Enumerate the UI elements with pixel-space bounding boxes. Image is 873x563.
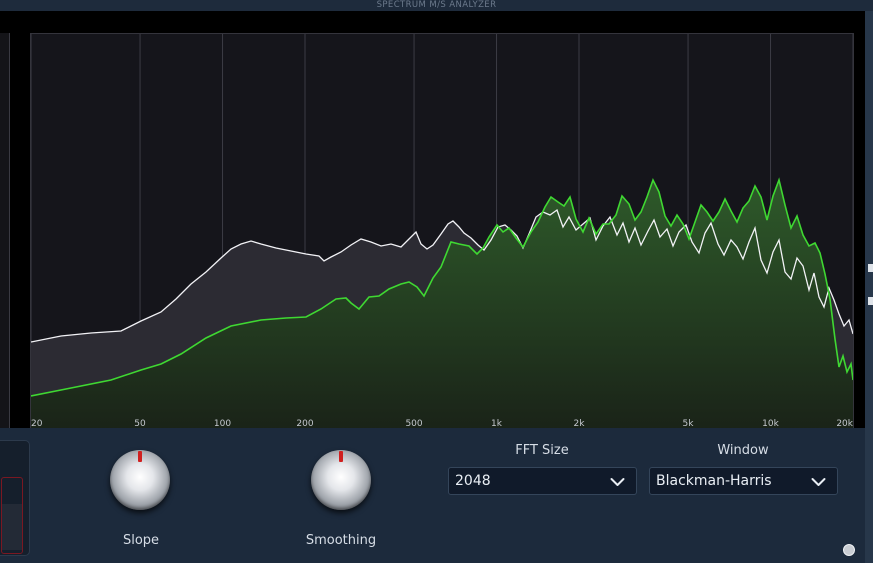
tick-label-10k: 10k xyxy=(762,419,779,429)
spectrum-display[interactable]: 20 50 100 200 500 1k 2k 5k 10k 20k xyxy=(30,33,854,430)
tick-label-2k: 2k xyxy=(574,419,586,429)
window-dropdown[interactable]: Blackman-Harris xyxy=(649,467,838,495)
mid-spectrum-line xyxy=(31,208,853,343)
tick-label-50: 50 xyxy=(134,419,146,429)
window-right-edge xyxy=(865,11,873,563)
tick-label-20k: 20k xyxy=(836,419,853,429)
fft-size-value: 2048 xyxy=(455,473,491,489)
smoothing-knob-marker xyxy=(339,451,343,462)
tick-label-200: 200 xyxy=(296,419,313,429)
slope-knob-marker xyxy=(138,451,142,462)
frequency-tick-labels: 20 50 100 200 500 1k 2k 5k 10k 20k xyxy=(31,419,853,429)
slope-knob[interactable] xyxy=(108,448,172,512)
level-meter xyxy=(1,477,23,554)
tick-label-100: 100 xyxy=(214,419,231,429)
tick-label-1k: 1k xyxy=(491,419,503,429)
analyzer-stage: 20 50 100 200 500 1k 2k 5k 10k 20k xyxy=(0,11,865,430)
side-spectrum-fill xyxy=(31,180,853,429)
left-meter-panel xyxy=(0,33,10,430)
side-spectrum-line xyxy=(31,177,853,397)
slope-label: Slope xyxy=(122,533,160,548)
fft-size-label: FFT Size xyxy=(515,443,569,458)
control-panel: Slope Smoothing FFT Size 2048 Window Bla… xyxy=(0,428,865,563)
window-value: Blackman-Harris xyxy=(656,473,772,489)
window-title: SPECTRUM M/S ANALYZER xyxy=(0,0,873,11)
side-meter-box xyxy=(0,440,30,556)
tick-label-5k: 5k xyxy=(683,419,695,429)
chevron-down-icon xyxy=(610,478,625,486)
bypass-indicator-icon[interactable] xyxy=(843,544,855,556)
smoothing-knob[interactable] xyxy=(309,448,373,512)
fft-size-dropdown[interactable]: 2048 xyxy=(448,467,637,495)
tick-label-500: 500 xyxy=(405,419,422,429)
spectrum-graph: 20 50 100 200 500 1k 2k 5k 10k 20k xyxy=(31,34,853,429)
window-label: Window xyxy=(717,443,769,458)
tick-label-20: 20 xyxy=(31,419,43,429)
smoothing-label: Smoothing xyxy=(305,533,377,548)
chevron-down-icon xyxy=(811,478,826,486)
